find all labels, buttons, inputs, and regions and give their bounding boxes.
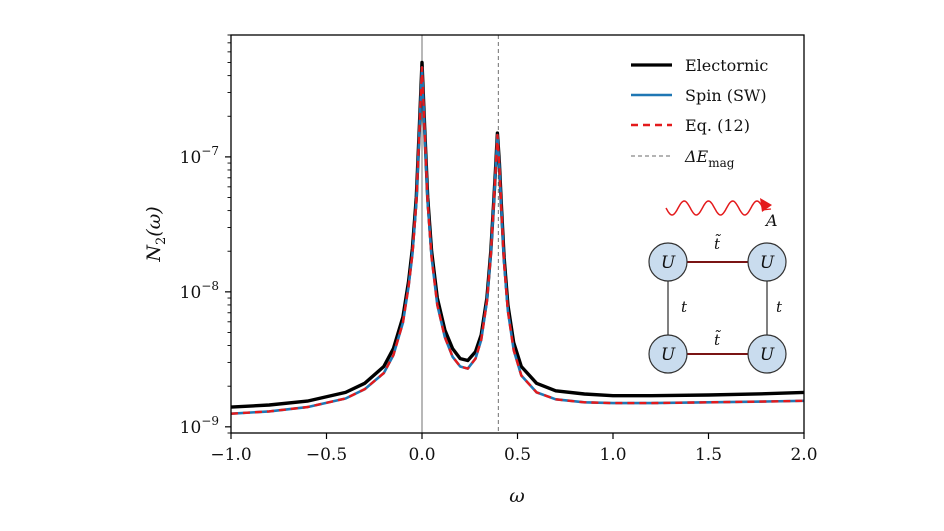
- y-tick-label: 10−9: [180, 414, 219, 438]
- hop-label-top: t̃: [714, 234, 721, 253]
- y-axis-label-arg: (ω): [143, 206, 165, 236]
- y-tick-label-base: 10: [180, 418, 202, 438]
- site-top-right: [747, 242, 787, 282]
- x-ticks: −1.0 −0.5 0.0 0.5 1.0 1.5 2.0: [210, 433, 818, 465]
- hop-label-right: t: [776, 298, 783, 316]
- site-label-top-right: U: [760, 253, 775, 273]
- x-tick-label: 1.0: [599, 445, 626, 465]
- y-tick-label-base: 10: [180, 283, 202, 303]
- y-axis-label-sub: 2: [154, 237, 169, 245]
- series-eq-12: [231, 66, 804, 415]
- y-axis-label-base: N: [143, 244, 165, 263]
- y-tick-label: 10−7: [180, 144, 219, 168]
- legend-label-eq12: Eq. (12): [685, 116, 750, 135]
- hop-label-left: t: [681, 298, 688, 316]
- field-vector-arrow: [761, 208, 772, 211]
- field-arrow-head: [760, 198, 772, 212]
- x-tick-label: 2.0: [790, 445, 817, 465]
- y-ticks: 10−910−810−7: [180, 34, 231, 438]
- x-tick-label: 1.5: [695, 445, 722, 465]
- legend-label-delta-e: ΔEmag: [684, 147, 735, 170]
- site-bottom-right: [747, 334, 787, 374]
- series-electornic: [231, 60, 804, 409]
- x-axis-label: ω: [509, 485, 525, 507]
- field-wave: [665, 200, 764, 216]
- x-tick-label: −1.0: [210, 445, 251, 465]
- inset-schematic: A U U U U t̃ t̃ t t: [648, 198, 787, 374]
- x-tick-label: −0.5: [306, 445, 347, 465]
- site-top-left: [648, 242, 688, 282]
- y-tick-label-base: 10: [180, 148, 202, 168]
- legend: Electornic Spin (SW) Eq. (12) ΔEmag: [631, 56, 768, 170]
- y-tick-label-exp: −9: [201, 414, 219, 428]
- x-tick-label: 0.0: [408, 445, 435, 465]
- y-tick-label-exp: −8: [201, 279, 219, 293]
- site-label-bottom-left: U: [661, 345, 676, 365]
- hop-label-bottom: t̃: [714, 330, 721, 349]
- x-tick-label: 0.5: [504, 445, 531, 465]
- site-label-top-left: U: [661, 253, 676, 273]
- field-label: A: [764, 211, 778, 230]
- y-axis-label: N2(ω): [143, 206, 169, 262]
- series-layer: [231, 60, 804, 415]
- site-label-bottom-right: U: [760, 345, 775, 365]
- y-tick-label: 10−8: [180, 279, 219, 303]
- legend-label-spin: Spin (SW): [685, 86, 767, 105]
- legend-label-delta-e-sub: mag: [708, 156, 735, 170]
- vertical-lines: [421, 35, 499, 433]
- site-bottom-left: [648, 334, 688, 374]
- legend-label-electornic: Electornic: [685, 56, 768, 75]
- legend-label-delta-e-base: ΔE: [684, 147, 709, 166]
- y-tick-label-exp: −7: [201, 144, 219, 158]
